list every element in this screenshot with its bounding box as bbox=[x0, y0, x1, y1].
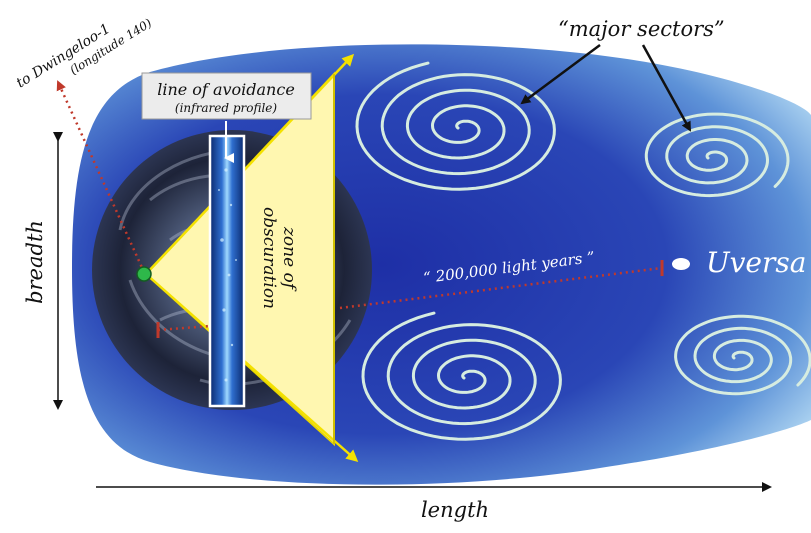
zone-of-obscuration-label: zone of obscuration bbox=[259, 207, 299, 309]
uversa-label: Uversa bbox=[706, 246, 806, 279]
zone-edge-upper-arrow bbox=[145, 53, 355, 275]
zone-edge-lower-arrow bbox=[145, 273, 359, 462]
uversa-dot bbox=[672, 258, 690, 270]
observer-dot bbox=[136, 266, 152, 282]
line-of-avoidance-box bbox=[141, 72, 312, 120]
infrared-speckle bbox=[218, 168, 237, 382]
major-sector-spirals bbox=[355, 61, 811, 441]
sector-spiral-lower-left bbox=[361, 311, 562, 441]
length-label: length bbox=[421, 498, 489, 522]
zone-label-line1: zone of bbox=[279, 226, 299, 292]
distance-dotted-line bbox=[339, 266, 663, 310]
major-sectors-label: “major sectors” bbox=[558, 17, 725, 41]
zone-label-line2: obscuration bbox=[259, 207, 279, 309]
infrared-profile-strip bbox=[208, 134, 246, 408]
infrared-profile-label: (infrared profile) bbox=[175, 101, 278, 115]
sector-spiral-upper-left bbox=[355, 61, 556, 191]
sector-spiral-upper-right bbox=[644, 112, 790, 198]
major-sectors-arrow-right bbox=[641, 44, 692, 132]
breadth-label: breadth bbox=[23, 220, 47, 304]
major-sectors-arrow-left bbox=[520, 43, 601, 105]
hidden-dotted-line bbox=[157, 324, 211, 332]
line-of-avoidance-label: line of avoidance bbox=[157, 80, 295, 99]
sector-spiral-lower-right bbox=[674, 314, 811, 396]
